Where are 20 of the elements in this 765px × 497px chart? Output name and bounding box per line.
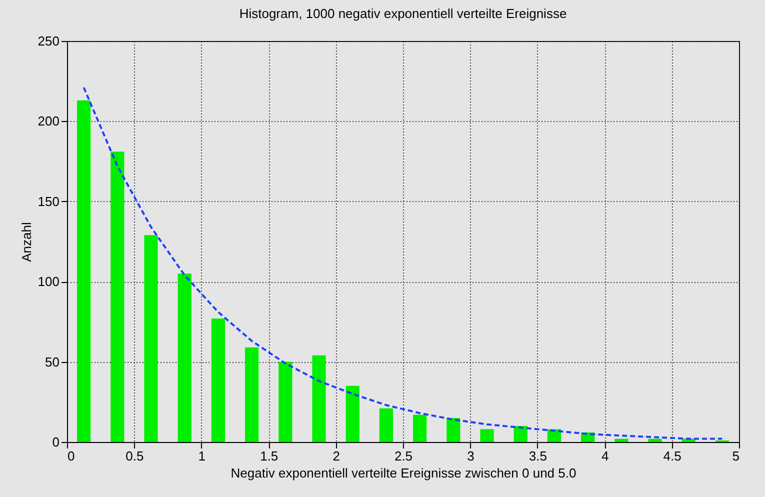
x-tick-label: 4.5	[663, 448, 682, 464]
y-axis-title: Anzahl	[18, 222, 34, 262]
x-tick-label: 3.5	[528, 448, 547, 464]
y-tick-label: 150	[38, 194, 60, 209]
x-tick-label: 2	[332, 448, 340, 464]
x-tick-label: 1.5	[260, 448, 278, 464]
x-tick-label: 4	[601, 448, 609, 464]
chart-title: Histogram, 1000 negativ exponentiell verteilte Ereignisse	[239, 6, 567, 21]
x-tick-label: 1	[198, 448, 206, 464]
y-tick-label: 50	[45, 354, 60, 370]
x-tick-label: 0	[68, 448, 75, 464]
y-tick-label: 0	[52, 434, 60, 450]
y-tick-label: 250	[38, 34, 60, 48]
x-tick-label: 3	[467, 448, 474, 464]
x-axis-title: Negativ exponentiell verteilte Ereignisse zwischen 0 und 5.0	[230, 466, 576, 480]
y-tick-label: 200	[38, 114, 60, 129]
x-tick-label: 0.5	[126, 448, 144, 464]
y-tick-label: 100	[38, 274, 60, 290]
x-tick-label: 5	[732, 448, 740, 464]
x-tick-label: 2.5	[394, 448, 413, 464]
